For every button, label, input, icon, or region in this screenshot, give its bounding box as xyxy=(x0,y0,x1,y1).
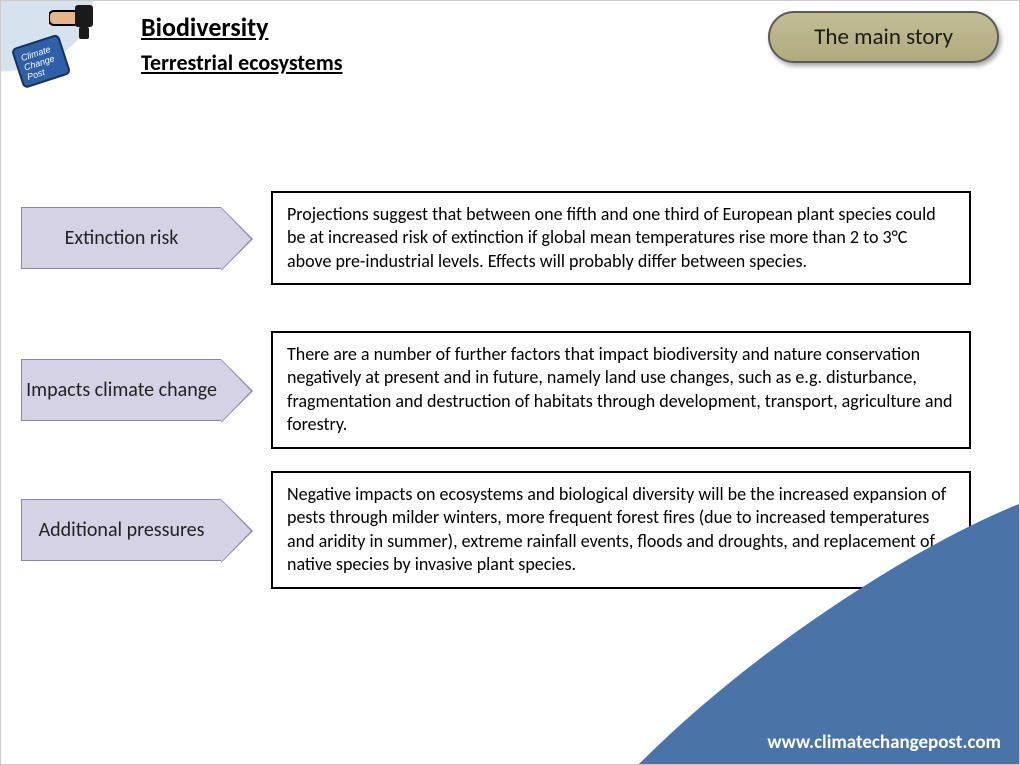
main-story-badge: The main story xyxy=(768,11,999,63)
arrow-label: Impacts climate change xyxy=(21,359,221,421)
row-impacts-climate-change: Impacts climate change There are a numbe… xyxy=(21,331,971,449)
textbox-impacts-climate-change: There are a number of further factors th… xyxy=(271,331,971,449)
climate-change-post-logo: Climate Change Post xyxy=(11,31,73,91)
arrow-impacts-climate-change: Impacts climate change xyxy=(21,359,261,421)
arrow-label: Extinction risk xyxy=(21,207,221,269)
corner-decoration xyxy=(639,504,1019,764)
page-subtitle: Terrestrial ecosystems xyxy=(141,49,343,76)
badge-label: The main story xyxy=(814,23,953,51)
footer-url: www.climatechangepost.com xyxy=(767,731,1001,754)
arrow-label: Additional pressures xyxy=(21,499,221,561)
slide-container: Climate Change Post Biodiversity Terrest… xyxy=(0,0,1020,765)
arrow-extinction-risk: Extinction risk xyxy=(21,207,261,269)
logo-corner: Climate Change Post xyxy=(1,1,131,101)
arrow-additional-pressures: Additional pressures xyxy=(21,499,261,561)
page-title: Biodiversity xyxy=(141,11,343,43)
textbox-extinction-risk: Projections suggest that between one fif… xyxy=(271,191,971,285)
row-extinction-risk: Extinction risk Projections suggest that… xyxy=(21,191,971,285)
header: Biodiversity Terrestrial ecosystems xyxy=(141,11,343,76)
